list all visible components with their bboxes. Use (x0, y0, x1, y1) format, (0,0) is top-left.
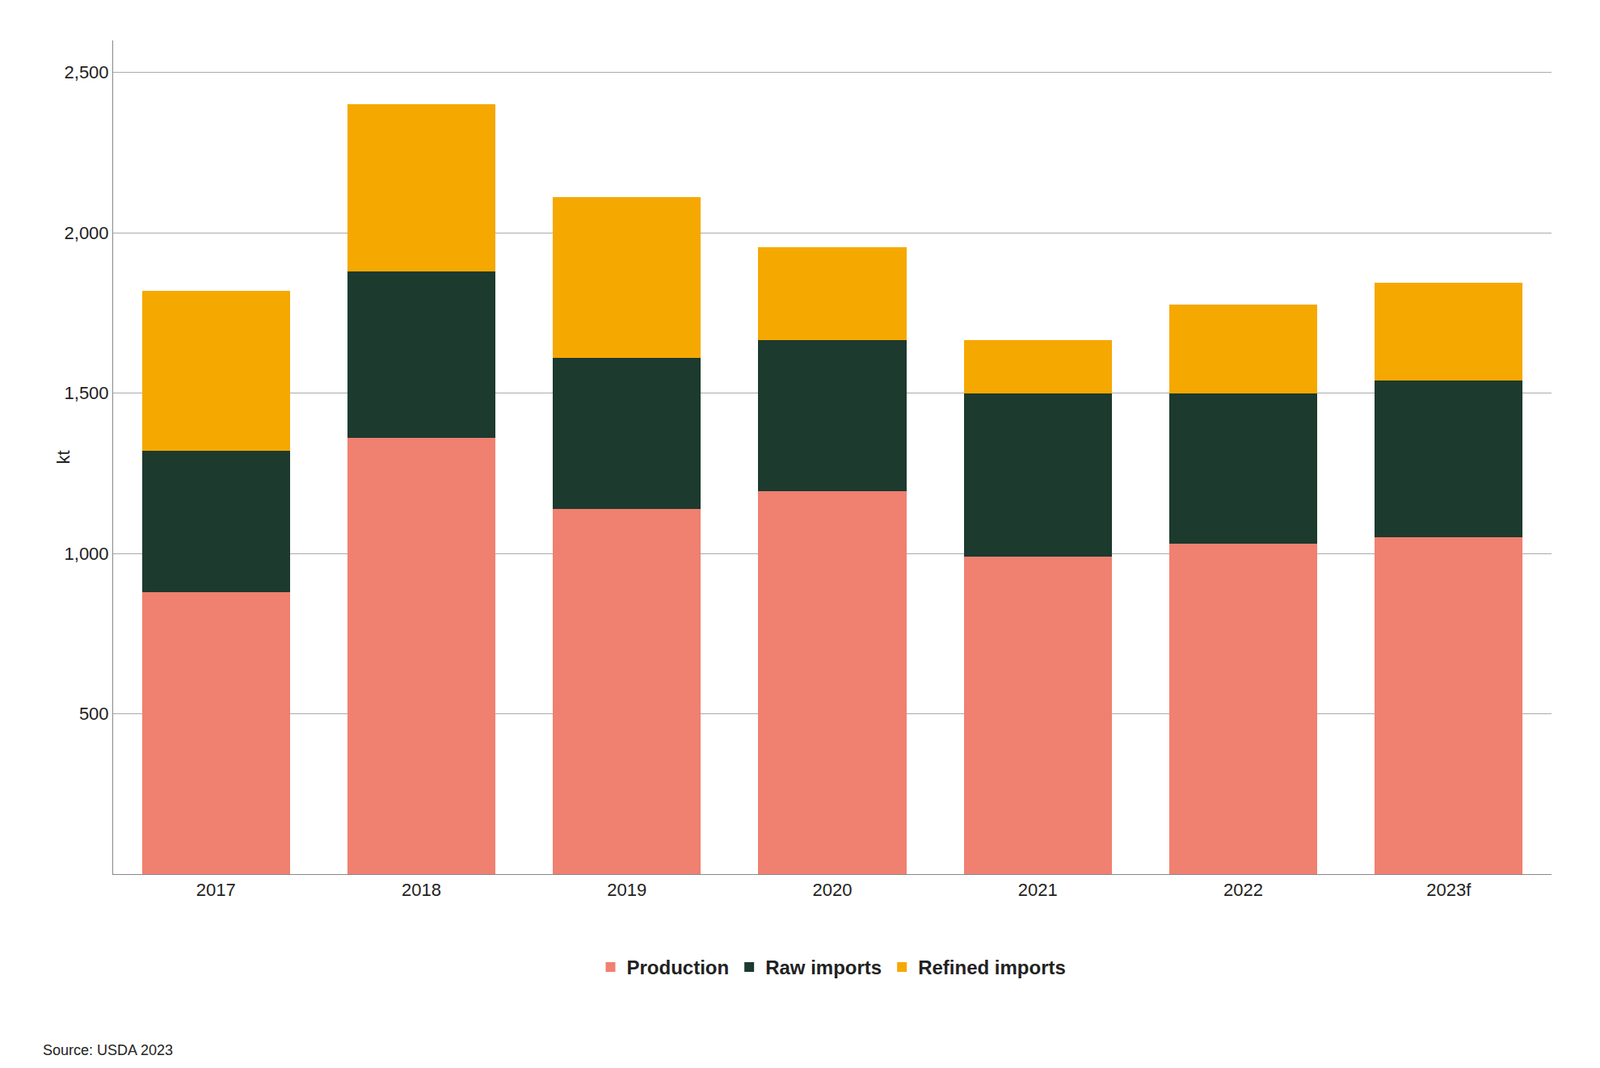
svg-text:2,000: 2,000 (64, 223, 110, 244)
svg-text:2017: 2017 (196, 880, 236, 901)
svg-text:kt: kt (53, 450, 74, 464)
svg-text:500: 500 (79, 703, 110, 725)
svg-text:Production: Production (627, 956, 730, 979)
svg-text:2020: 2020 (812, 880, 853, 901)
svg-text:2022: 2022 (1223, 880, 1264, 901)
svg-text:Source: USDA 2023: Source: USDA 2023 (42, 1042, 173, 1059)
svg-text:Refined imports: Refined imports (917, 956, 1066, 979)
svg-text:1,500: 1,500 (64, 383, 110, 404)
svg-text:2021: 2021 (1018, 880, 1058, 901)
svg-text:2,500: 2,500 (64, 62, 110, 83)
svg-text:Raw imports: Raw imports (765, 956, 882, 979)
svg-text:2023f: 2023f (1426, 880, 1472, 901)
svg-text:2019: 2019 (606, 880, 647, 901)
svg-text:1,000: 1,000 (64, 543, 110, 565)
svg-text:2018: 2018 (401, 880, 442, 901)
